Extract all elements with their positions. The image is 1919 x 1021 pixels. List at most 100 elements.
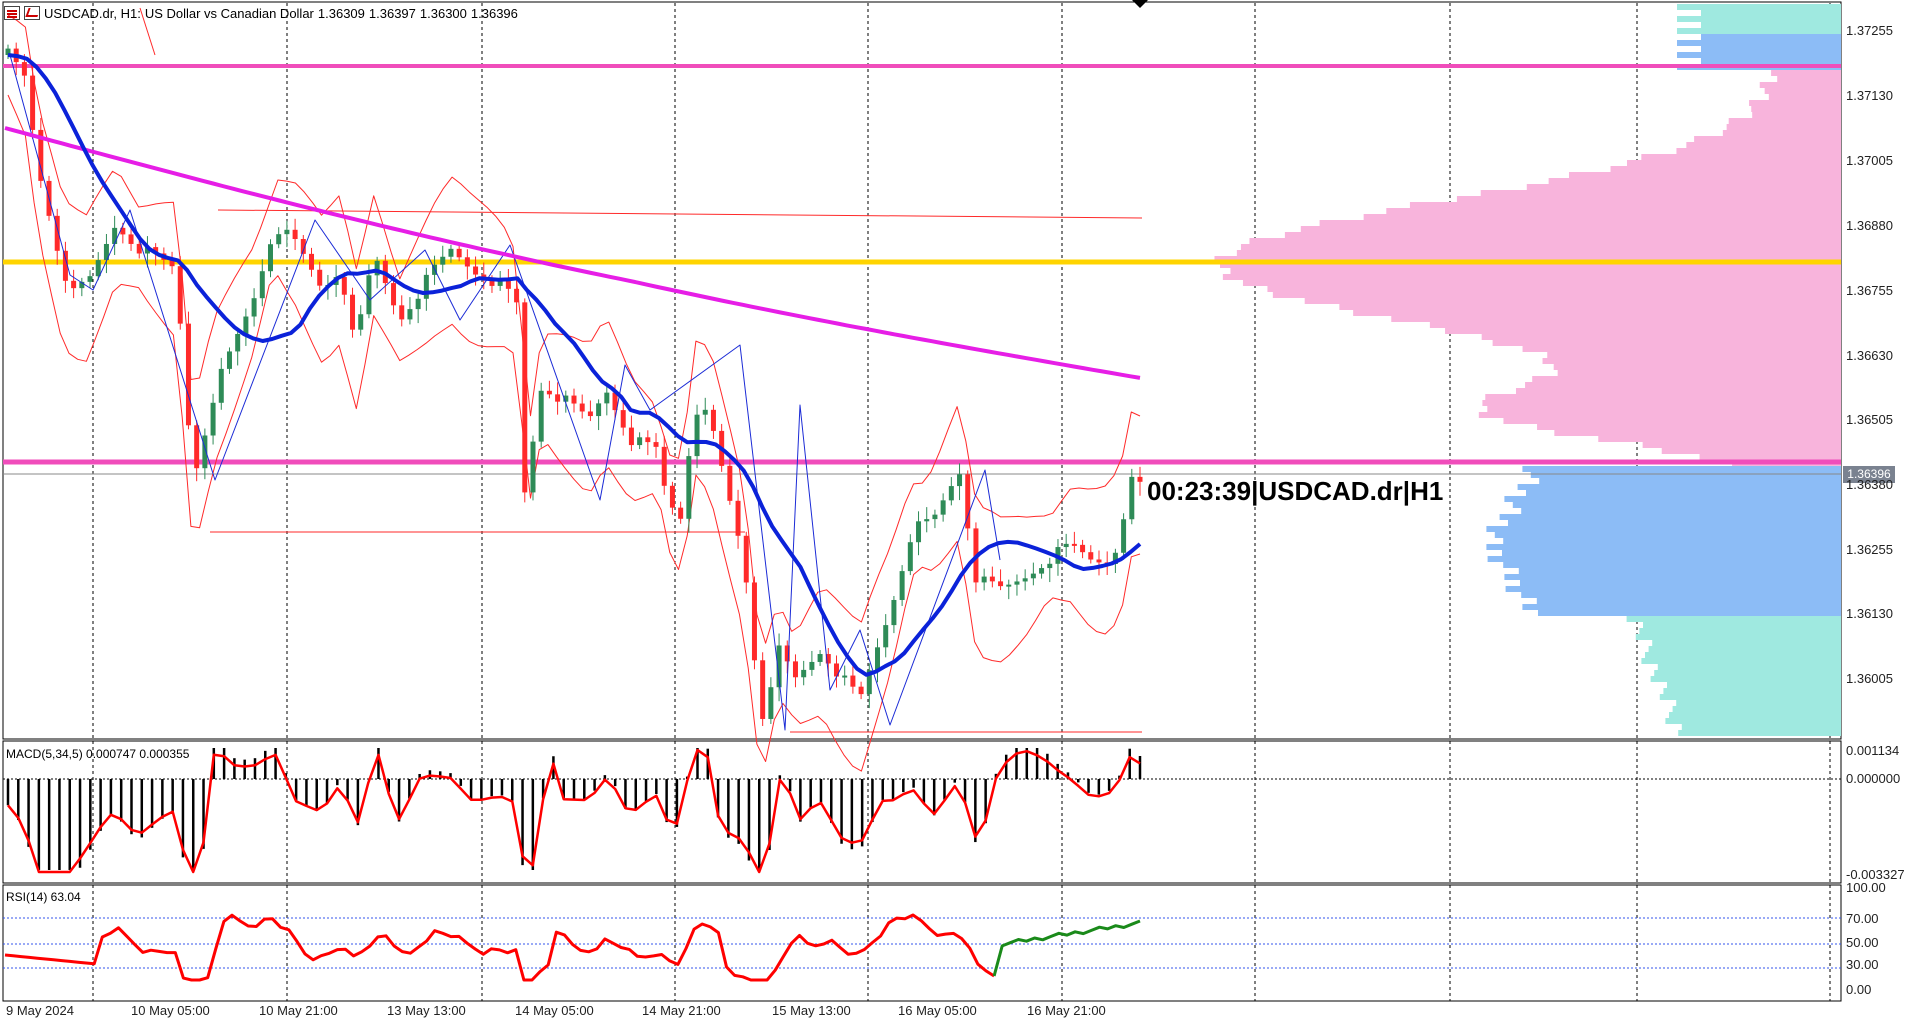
zigzag-indicator (9, 54, 1001, 731)
one-click-trading-icon[interactable] (24, 6, 40, 20)
volume-profile-bar (1508, 520, 1841, 526)
candle-body (1137, 476, 1143, 482)
candle-body (391, 283, 397, 306)
volume-profile-bar (1539, 478, 1841, 484)
candle-body (374, 260, 380, 276)
volume-profile-bar (1480, 190, 1841, 196)
price-axis-label: 1.36255 (1846, 542, 1893, 557)
volume-profile-bar (1525, 382, 1841, 388)
macd-axis-label: 0.000000 (1846, 771, 1901, 786)
chart-type-icon[interactable] (4, 6, 20, 20)
candle-body (1112, 552, 1118, 564)
volume-profile-bar (1694, 136, 1841, 142)
volume-profile-bar (1319, 220, 1841, 226)
volume-profile-bar (1661, 448, 1841, 454)
candle-body (530, 441, 536, 493)
macd-pane (3, 748, 1841, 874)
volume-profile-bar (1635, 634, 1841, 640)
candle-body (399, 305, 405, 320)
time-axis-label: 14 May 21:00 (642, 1003, 721, 1018)
candle-body (514, 288, 520, 303)
candle-body (489, 280, 495, 286)
volume-profile-bar (1701, 22, 1841, 28)
volume-profile-bar (1648, 646, 1841, 652)
candle-body (202, 435, 208, 469)
volume-profile-bar (1481, 334, 1841, 340)
volume-profile-bar (1764, 88, 1841, 94)
volume-profile-bar (1230, 268, 1841, 274)
candle-body (235, 333, 241, 352)
volume-profile-bar (1701, 58, 1841, 64)
candle-body (120, 227, 126, 235)
volume-profile-bar (1654, 670, 1841, 676)
candle-body (916, 521, 922, 543)
volume-profile-bar (1538, 610, 1841, 616)
volume-profile-bar (1487, 556, 1841, 562)
bands-overlay (7, 7, 1143, 772)
candle-body (1006, 584, 1012, 587)
candle-body (587, 411, 593, 417)
candle-body (1071, 543, 1077, 546)
volume-profile-bar (1722, 130, 1841, 136)
macd-label: MACD(5,34,5) 0.000747 0.000355 (6, 747, 190, 761)
volume-profile-bar (1521, 508, 1841, 514)
volume-profile-bar (1547, 352, 1841, 358)
candle-body (710, 409, 716, 431)
time-axis-label: 9 May 2024 (6, 1003, 74, 1018)
volume-profile-bar (1626, 160, 1841, 166)
volume-profile-bar (1645, 652, 1841, 658)
volume-profile-bar (1568, 172, 1841, 178)
candle-body (473, 266, 479, 275)
rsi-axis-label: 50.00 (1846, 935, 1879, 950)
volume-profile-bar (1610, 166, 1841, 172)
volume-profile-bar (1677, 40, 1841, 46)
candle-body (965, 474, 971, 529)
volume-profile-bar (1503, 538, 1841, 544)
price-axis-label: 1.36130 (1846, 606, 1893, 621)
candle-body (136, 243, 142, 254)
volume-profile-bar (1522, 604, 1841, 610)
chart-header: USDCAD.dr, H1: US Dollar vs Canadian Dol… (4, 4, 518, 22)
macd-axis-label: 0.001134 (1846, 743, 1900, 758)
candle-body (358, 314, 364, 330)
volume-profile-bar (1665, 718, 1841, 724)
volume-profile-bar (1518, 568, 1841, 574)
volume-profile-bar (1522, 346, 1841, 352)
volume-profile-bar (1777, 76, 1841, 82)
candle-body (87, 276, 93, 282)
volume-profile-bar (1445, 328, 1841, 334)
price-axis-label: 1.36630 (1846, 348, 1893, 363)
candle-body (128, 234, 134, 244)
volume-profile-bar (1643, 622, 1841, 628)
time-axis-label: 16 May 21:00 (1027, 1003, 1106, 1018)
candle-body (1030, 573, 1036, 579)
volume-profile-bar (1478, 412, 1841, 418)
volume-profile-bar (1768, 94, 1841, 100)
candle-body (71, 280, 77, 289)
candle-body (768, 687, 774, 719)
zigzag-line (9, 54, 1001, 731)
candle-body (579, 403, 585, 412)
volume-profile-bar (1553, 364, 1841, 370)
candle-body (210, 402, 216, 436)
candle-body (661, 446, 667, 486)
volume-profile-bar (1494, 532, 1841, 538)
candle-body (1014, 581, 1020, 585)
volume-profile-bar (1267, 286, 1841, 292)
candle-body (21, 62, 27, 76)
candle-body (407, 309, 413, 320)
candle-body (883, 625, 889, 648)
candle-body (989, 576, 995, 582)
rsi-line (4, 913, 995, 982)
price-axis-label: 1.36505 (1846, 412, 1893, 427)
candle-body (350, 294, 356, 330)
candle-body (555, 394, 561, 402)
candle-body (1121, 519, 1127, 553)
volume-profile-bar (1363, 214, 1841, 220)
volume-profile-bar (1503, 418, 1841, 424)
mouse-cursor-icon (1132, 0, 1148, 8)
candle-body (842, 675, 848, 678)
volume-profile-bar (1548, 178, 1841, 184)
upper-band-line (7, 14, 1141, 644)
